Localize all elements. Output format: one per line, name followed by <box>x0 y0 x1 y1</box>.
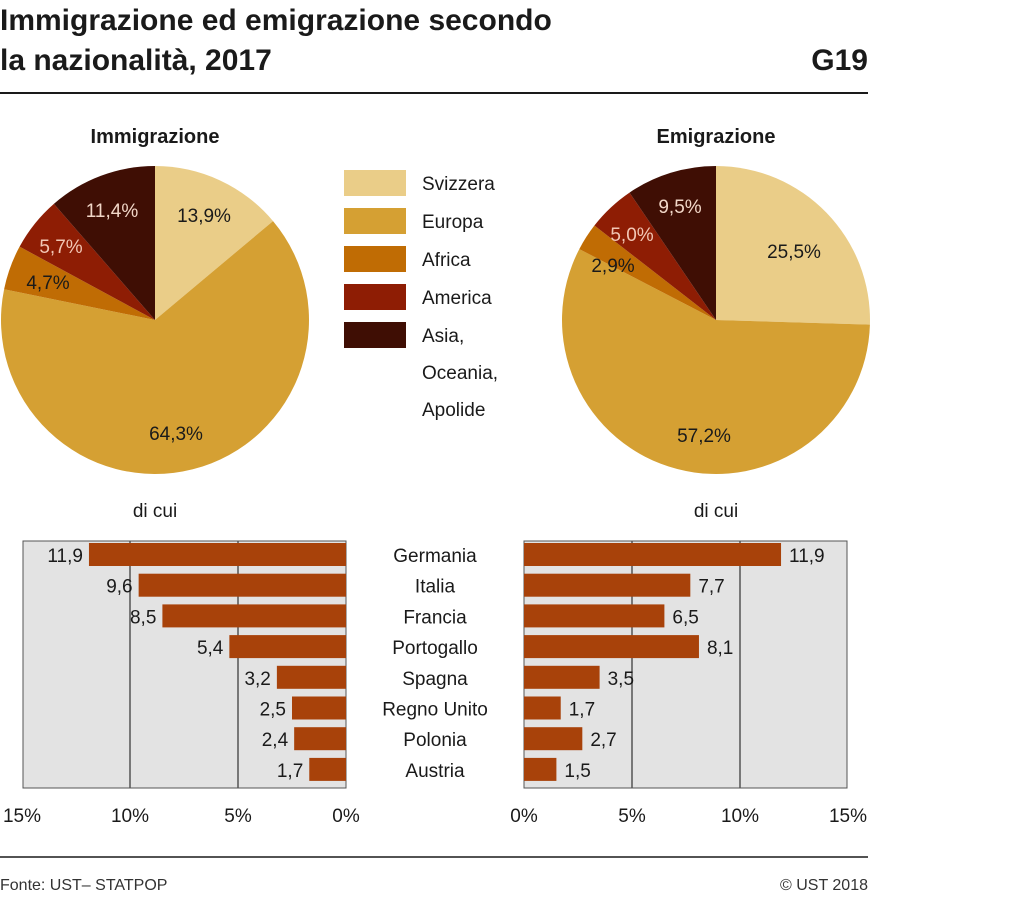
bar-regno-unito <box>292 696 346 720</box>
legend-label-africa: Africa <box>422 250 471 271</box>
footer-copyright: © UST 2018 <box>780 877 868 894</box>
bar-value-label: 5,4 <box>197 638 224 659</box>
pie-label-europa: 64,3% <box>149 424 203 445</box>
footer-source: Fonte: UST– STATPOP <box>0 877 167 894</box>
category-label-spagna: Spagna <box>402 669 468 690</box>
axis-tick-label: 15% <box>3 806 41 827</box>
axis-tick-label: 5% <box>618 806 646 827</box>
bar-francia <box>162 604 346 628</box>
pie-emigration: 25,5% 57,2% 2,9% 5,0%9,5% <box>561 166 870 474</box>
pie-label-africa: 2,9% <box>591 256 634 277</box>
bar-francia <box>524 604 665 628</box>
pie-slice-africa <box>579 225 716 320</box>
pie-slice-africa <box>4 246 155 320</box>
bar-value-label: 11,9 <box>789 546 825 567</box>
bar-italia <box>138 573 346 597</box>
pie-immigration-title: Immigrazione <box>91 126 220 148</box>
pie-label-africa: 4,7% <box>26 273 69 294</box>
bar-austria <box>309 757 346 781</box>
axis-tick-label: 15% <box>829 806 867 827</box>
bar-value-label: 9,6 <box>106 577 132 598</box>
category-label-francia: Francia <box>403 607 467 628</box>
bar-italia <box>524 573 691 597</box>
bars-immigration: 11,9 9,6 8,5 5,4 3,2 2,5 2,4 1,7 15% 10% 5% 0% <box>3 540 360 827</box>
pie-label-svizzera: 25,5% <box>767 242 821 263</box>
pie-slice-svizzera <box>716 166 870 325</box>
category-label-austria: Austria <box>405 761 465 782</box>
legend-label-asia: Oceania, <box>422 363 498 384</box>
pie-label-asia: 11,4% <box>86 201 139 222</box>
pie-slice-europa <box>0 221 309 474</box>
axis-tick-label: 5% <box>224 806 252 827</box>
category-label-italia: Italia <box>415 577 456 598</box>
legend-swatch-europa <box>344 208 406 234</box>
legend-label-asia: Apolide <box>422 400 485 421</box>
subtitle-di-cui-right: di cui <box>694 501 738 522</box>
category-label-germania: Germania <box>393 546 477 567</box>
pie-slice-asia <box>629 166 716 320</box>
bar-portogallo <box>524 635 699 659</box>
legend: Svizzera Europa Africa America Asia, Oceania,… <box>344 170 498 421</box>
bar-value-label: 1,5 <box>564 761 590 782</box>
legend-label-america: America <box>422 288 492 309</box>
bar-value-label: 1,7 <box>277 761 303 782</box>
bar-polonia <box>294 727 346 751</box>
category-label-portogallo: Portogallo <box>392 638 478 659</box>
category-label-regno-unito: Regno Unito <box>382 700 488 721</box>
pie-label-svizzera: 13,9% <box>177 206 231 227</box>
pie-label-america: 5,7% <box>39 237 82 258</box>
pie-label-america: 5,0% <box>610 225 653 246</box>
legend-swatch-america <box>344 284 406 310</box>
category-label-polonia: Polonia <box>403 730 467 751</box>
bar-value-label: 8,1 <box>707 638 733 659</box>
legend-label-europa: Europa <box>422 212 484 233</box>
bar-regno-unito <box>524 696 561 720</box>
pie-immigration: 13,9% 64,3% 4,7% 5,7%11,4% <box>0 166 309 474</box>
bar-spagna <box>524 665 600 689</box>
bar-value-label: 2,5 <box>260 700 286 721</box>
bar-value-label: 6,5 <box>672 607 698 628</box>
axis-tick-label: 0% <box>510 806 538 827</box>
legend-label-asia: Asia, <box>422 326 464 347</box>
bar-germania <box>88 543 347 566</box>
pie-slice-svizzera <box>155 166 274 320</box>
bar-value-label: 1,7 <box>569 700 595 721</box>
bar-value-label: 2,4 <box>262 730 289 751</box>
bar-category-labels: Germania Italia Francia Portogallo Spagna Reg… <box>382 546 488 782</box>
legend-swatch-svizzera <box>344 170 406 196</box>
bars-emigration: 11,9 7,76,5 8,1 3,5 1,7 2,71,5 0% 5% 10% 15% <box>510 540 867 827</box>
chart-code: G19 <box>811 44 868 77</box>
pie-slice-america <box>594 192 716 320</box>
legend-swatch-asia <box>344 322 406 348</box>
pie-label-europa: 57,2% <box>677 426 731 447</box>
pie-slice-america <box>19 203 156 320</box>
bar-value-label: 3,2 <box>244 669 270 690</box>
bar-portogallo <box>229 635 346 659</box>
bar-value-label: 2,7 <box>590 730 616 751</box>
legend-label-svizzera: Svizzera <box>422 174 495 195</box>
axis-tick-label: 10% <box>721 806 759 827</box>
bar-value-label: 11,9 <box>47 546 83 567</box>
bar-austria <box>524 757 557 781</box>
bar-spagna <box>276 665 346 689</box>
pie-slice-europa <box>561 249 870 474</box>
pie-label-asia: 9,5% <box>658 197 701 218</box>
axis-tick-label: 0% <box>332 806 360 827</box>
legend-swatch-africa <box>344 246 406 272</box>
axis-tick-label: 10% <box>111 806 149 827</box>
bar-germania <box>524 543 782 566</box>
chart-title-line2: la nazionalità, 2017 <box>0 44 272 77</box>
pie-slice-asia <box>53 166 155 320</box>
bar-value-label: 7,7 <box>698 577 724 598</box>
bar-polonia <box>524 727 583 751</box>
subtitle-di-cui-left: di cui <box>133 501 177 522</box>
pie-emigration-title: Emigrazione <box>657 126 776 148</box>
bar-value-label: 3,5 <box>608 669 634 690</box>
bar-value-label: 8,5 <box>130 607 156 628</box>
chart-title-line1: Immigrazione ed emigrazione secondo <box>0 4 552 37</box>
